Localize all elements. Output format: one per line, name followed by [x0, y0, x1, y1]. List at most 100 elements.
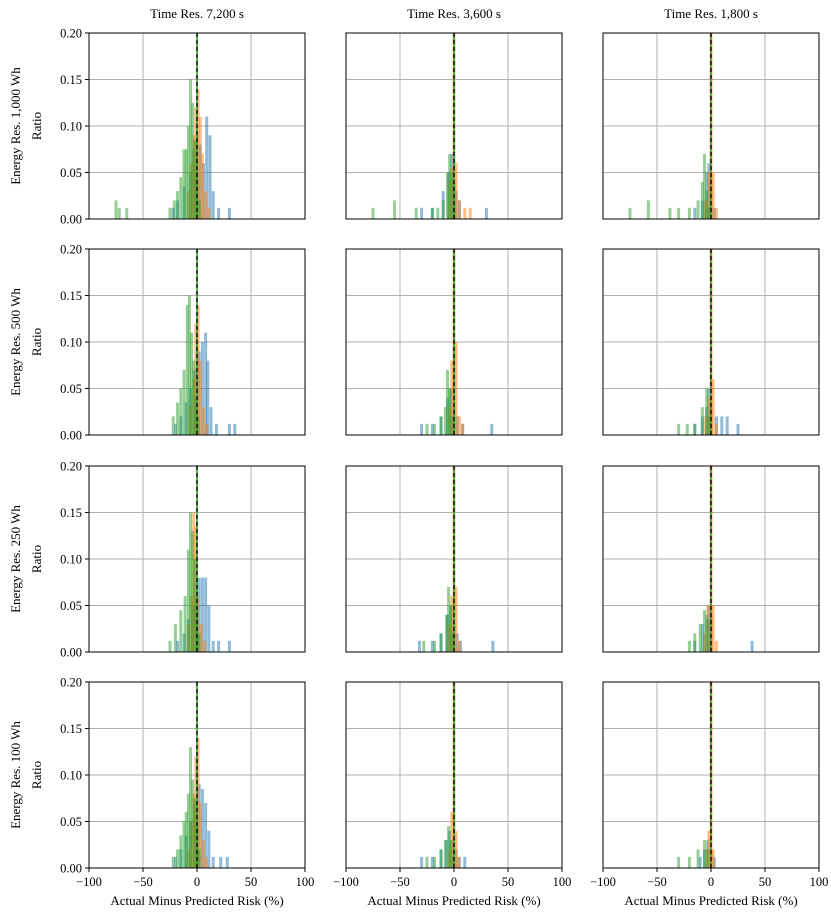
xtick-label: −50 — [647, 875, 667, 889]
row-label: Energy Res. 1,000 Wh — [8, 67, 23, 185]
histogram-bar-blue — [207, 605, 211, 652]
xtick-label: −50 — [133, 875, 153, 889]
histogram-bar-green — [698, 624, 702, 652]
histogram-bar-green — [706, 849, 710, 868]
histogram-bar-green — [677, 423, 681, 435]
histogram-bar-orange — [714, 207, 718, 219]
histogram-bar-orange — [461, 423, 465, 435]
histogram-bar-green — [444, 614, 448, 652]
histogram-bar-green — [179, 388, 183, 435]
histogram-bar-blue — [214, 423, 218, 435]
histogram-bar-green — [450, 172, 454, 219]
histogram-bar-blue — [463, 856, 467, 868]
histogram-bar-green — [439, 416, 443, 435]
histogram-bar-orange — [456, 856, 460, 868]
panel-r3-c2 — [602, 681, 820, 872]
panel-r2-c0 — [85, 465, 306, 653]
histogram-bar-green — [371, 207, 375, 219]
column-title: Time Res. 3,600 s — [407, 6, 501, 21]
histogram-bar-orange — [207, 207, 211, 219]
histogram-bar-orange — [203, 640, 207, 652]
histogram-bar-green — [182, 821, 186, 868]
histogram-bar-green — [187, 295, 191, 435]
histogram-bar-green — [687, 640, 691, 652]
ytick-label: 0.20 — [60, 243, 82, 257]
histogram-bar-blue — [720, 416, 724, 435]
histogram-bar-orange — [457, 416, 461, 435]
xtick-label: 100 — [553, 875, 572, 889]
histogram-bar-orange — [457, 200, 461, 219]
histogram-bar-green — [186, 549, 190, 652]
xtick-label: −100 — [76, 875, 102, 889]
ytick-label: 0.05 — [60, 166, 82, 180]
histogram-bar-green — [184, 812, 188, 868]
ytick-label: 0.15 — [60, 506, 82, 520]
histogram-bar-orange — [450, 360, 454, 435]
histogram-bar-blue — [420, 423, 424, 435]
histogram-bar-green — [677, 207, 681, 219]
histogram-bar-orange — [201, 407, 205, 435]
histogram-bar-blue — [430, 856, 434, 868]
histogram-bar-blue — [217, 207, 221, 219]
histogram-bar-green — [447, 586, 451, 652]
ytick-label: 0.10 — [60, 120, 82, 134]
histogram-bar-green — [176, 849, 180, 868]
panel-r0-c0 — [85, 32, 306, 220]
histogram-bar-green — [414, 207, 418, 219]
histogram-bar-green — [706, 619, 710, 652]
histogram-bar-green — [425, 856, 429, 868]
histogram-bar-orange — [196, 88, 200, 219]
panel-r2-c1 — [345, 465, 563, 653]
histogram-bar-green — [189, 512, 193, 652]
y-axis-label: Ratio — [29, 328, 44, 356]
x-axis-label: Actual Minus Predicted Risk (%) — [624, 893, 797, 908]
histogram-bar-blue — [227, 423, 231, 435]
histogram-bar-blue — [736, 423, 740, 435]
histogram-bar-blue — [491, 640, 495, 652]
histogram-bar-orange — [711, 849, 715, 868]
histogram-bar-green — [171, 856, 175, 868]
histogram-bar-orange — [205, 423, 209, 435]
histogram-bar-green — [173, 624, 177, 652]
histogram-bar-green — [191, 531, 195, 652]
histogram-bar-blue — [200, 342, 204, 435]
xtick-label: −100 — [590, 875, 616, 889]
histogram-bar-green — [439, 849, 443, 868]
histogram-bar-blue — [173, 423, 177, 435]
histogram-bar-orange — [711, 379, 715, 435]
histogram-bar-blue — [430, 423, 434, 435]
histogram-bar-orange — [711, 605, 715, 652]
ytick-label: 0.15 — [60, 289, 82, 303]
xtick-label: 0 — [708, 875, 714, 889]
histogram-bar-green — [179, 177, 183, 219]
histogram-bar-green — [183, 596, 187, 652]
panel-r2-c2 — [602, 465, 820, 653]
panel-frame — [345, 32, 563, 220]
ytick-label: 0.00 — [60, 213, 82, 227]
histogram-bar-blue — [200, 577, 204, 652]
histogram-bar-orange — [463, 207, 467, 219]
histogram-bar-green — [425, 423, 429, 435]
ytick-label: 0.05 — [60, 599, 82, 613]
histogram-bar-green — [707, 416, 711, 435]
histogram-bar-blue — [725, 416, 729, 435]
histogram-bar-green — [193, 798, 197, 868]
histogram-bar-blue — [208, 135, 212, 219]
ytick-label: 0.20 — [60, 460, 82, 474]
histogram-bar-blue — [211, 640, 215, 652]
histogram-bar-blue — [700, 624, 704, 652]
xtick-label: 0 — [451, 875, 457, 889]
panel-frame — [602, 465, 820, 653]
histogram-bar-green — [646, 200, 650, 219]
histogram-bar-green — [436, 207, 440, 219]
y-axis-label: Ratio — [29, 545, 44, 573]
histogram-bar-blue — [227, 207, 231, 219]
histogram-bar-green — [450, 416, 454, 435]
histogram-bar-green — [446, 369, 450, 435]
histogram-bar-blue — [204, 332, 208, 435]
y-axis-label: Ratio — [29, 761, 44, 789]
histogram-bar-green — [449, 840, 453, 868]
xtick-label: 0 — [194, 875, 200, 889]
histogram-bar-green — [176, 191, 180, 219]
